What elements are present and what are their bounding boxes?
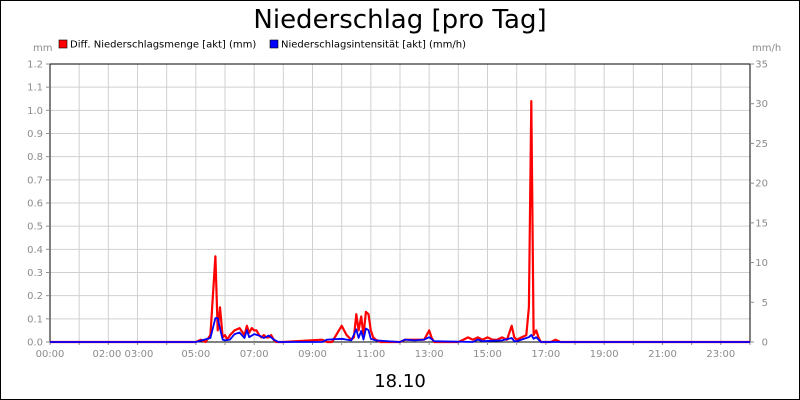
x-tick-label: 11:00 [356, 349, 385, 360]
y-left-tick-label: 0.2 [27, 291, 43, 302]
y-left-tick-label: 0.6 [27, 199, 43, 210]
y-left-tick-label: 1.1 [27, 83, 43, 94]
gridlines [49, 63, 751, 343]
y-right-tick-label: 25 [755, 139, 768, 150]
x-tick-label: 13:00 [415, 349, 444, 360]
tick-labels: 0.0 0.1 0.2 0.3 0.4 0.5 0.6 0.7 0.8 0.9 1.0 1.1 1.2 0… [27, 60, 768, 361]
legend-label-diff-niederschlagsmenge: Diff. Niederschlagsmenge [akt] (mm) [70, 40, 256, 51]
left-axis-unit: mm [33, 43, 52, 54]
x-axis-date-label: 18.10 [374, 371, 426, 392]
chart-title: Niederschlag [pro Tag] [253, 5, 546, 35]
legend-swatch-diff-niederschlagsmenge [58, 39, 68, 49]
x-tick-label: 07:00 [240, 349, 269, 360]
y-right-tick-label: 30 [755, 99, 768, 110]
y-left-tick-label: 0.1 [27, 314, 43, 325]
series-lines [50, 99, 750, 344]
series-line-diff-niederschlagsmenge [50, 99, 750, 344]
y-right-tick-label: 10 [755, 258, 768, 269]
y-left-tick-label: 0.9 [27, 129, 43, 140]
x-tick-label: 00:00 [36, 349, 65, 360]
x-tick-label: 17:00 [531, 349, 560, 360]
x-tick-label: 23:00 [706, 349, 735, 360]
x-tick-label: 02:00 03:00 [93, 349, 154, 360]
series-line-niederschlagsintensitaet [50, 317, 750, 343]
y-right-tick-label: 5 [762, 298, 768, 309]
y-left-tick-label: 0.8 [27, 152, 43, 163]
x-tick-label: 15:00 [473, 349, 502, 360]
y-right-tick-label: 15 [755, 218, 768, 229]
y-left-tick-label: 0.7 [27, 175, 43, 186]
x-tick-label: 21:00 [648, 349, 677, 360]
y-right-tick-label: 20 [755, 179, 768, 190]
x-tick-label: 09:00 [298, 349, 327, 360]
y-right-tick-label: 0 [762, 338, 768, 349]
legend: Diff. Niederschlagsmenge [akt] (mm) Nied… [58, 39, 466, 51]
y-left-tick-label: 0.0 [27, 338, 43, 349]
legend-swatch-niederschlagsintensitaet [269, 39, 279, 49]
x-tick-label: 19:00 [590, 349, 619, 360]
right-axis-unit: mm/h [752, 43, 781, 54]
y-left-tick-label: 1.0 [27, 106, 43, 117]
legend-label-niederschlagsintensitaet: Niederschlagsintensität [akt] (mm/h) [281, 40, 466, 51]
y-left-tick-label: 0.5 [27, 222, 43, 233]
y-left-tick-label: 0.3 [27, 268, 43, 279]
y-right-tick-label: 35 [755, 60, 768, 71]
y-left-tick-label: 0.4 [27, 245, 43, 256]
y-left-tick-label: 1.2 [27, 60, 43, 71]
x-tick-label: 05:00 [181, 349, 210, 360]
